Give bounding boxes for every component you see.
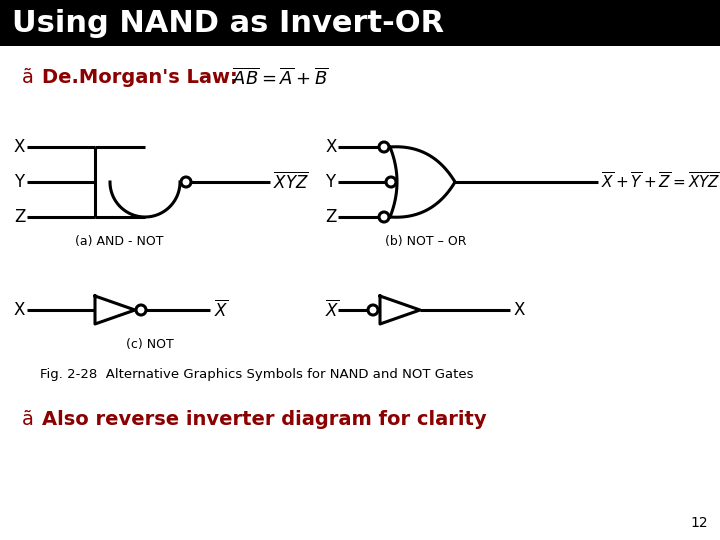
Circle shape — [368, 305, 378, 315]
Text: De.Morgan's Law:: De.Morgan's Law: — [42, 68, 238, 87]
Text: $\overline{X}$: $\overline{X}$ — [214, 300, 228, 320]
Text: X: X — [514, 301, 526, 319]
Text: Fig. 2-28  Alternative Graphics Symbols for NAND and NOT Gates: Fig. 2-28 Alternative Graphics Symbols f… — [40, 368, 474, 381]
Text: (b) NOT – OR: (b) NOT – OR — [385, 235, 467, 248]
Text: $\overline{X}$: $\overline{X}$ — [325, 300, 339, 320]
Text: X: X — [14, 138, 25, 156]
Text: Y: Y — [325, 173, 335, 191]
Text: X: X — [325, 138, 336, 156]
Text: Z: Z — [325, 208, 336, 226]
Text: Using NAND as Invert-OR: Using NAND as Invert-OR — [12, 9, 444, 37]
Circle shape — [181, 177, 191, 187]
Text: $\overline{X} + \overline{Y} + \overline{Z} = \overline{XYZ}$: $\overline{X} + \overline{Y} + \overline… — [601, 172, 720, 192]
Circle shape — [136, 305, 146, 315]
Text: $\overline{XYZ}$: $\overline{XYZ}$ — [273, 172, 309, 192]
Circle shape — [379, 212, 389, 222]
Text: $\overline{AB} = \overline{A} + \overline{B}$: $\overline{AB} = \overline{A} + \overlin… — [232, 68, 328, 90]
Text: (a) AND - NOT: (a) AND - NOT — [75, 235, 163, 248]
Text: Z: Z — [14, 208, 25, 226]
Text: 12: 12 — [690, 516, 708, 530]
Text: (c) NOT: (c) NOT — [126, 338, 174, 351]
Circle shape — [386, 177, 396, 187]
Text: ã: ã — [22, 410, 34, 429]
Circle shape — [379, 142, 389, 152]
Text: Y: Y — [14, 173, 24, 191]
FancyBboxPatch shape — [0, 0, 720, 46]
Text: Also reverse inverter diagram for clarity: Also reverse inverter diagram for clarit… — [42, 410, 487, 429]
Text: ã: ã — [22, 68, 34, 87]
Text: X: X — [14, 301, 25, 319]
